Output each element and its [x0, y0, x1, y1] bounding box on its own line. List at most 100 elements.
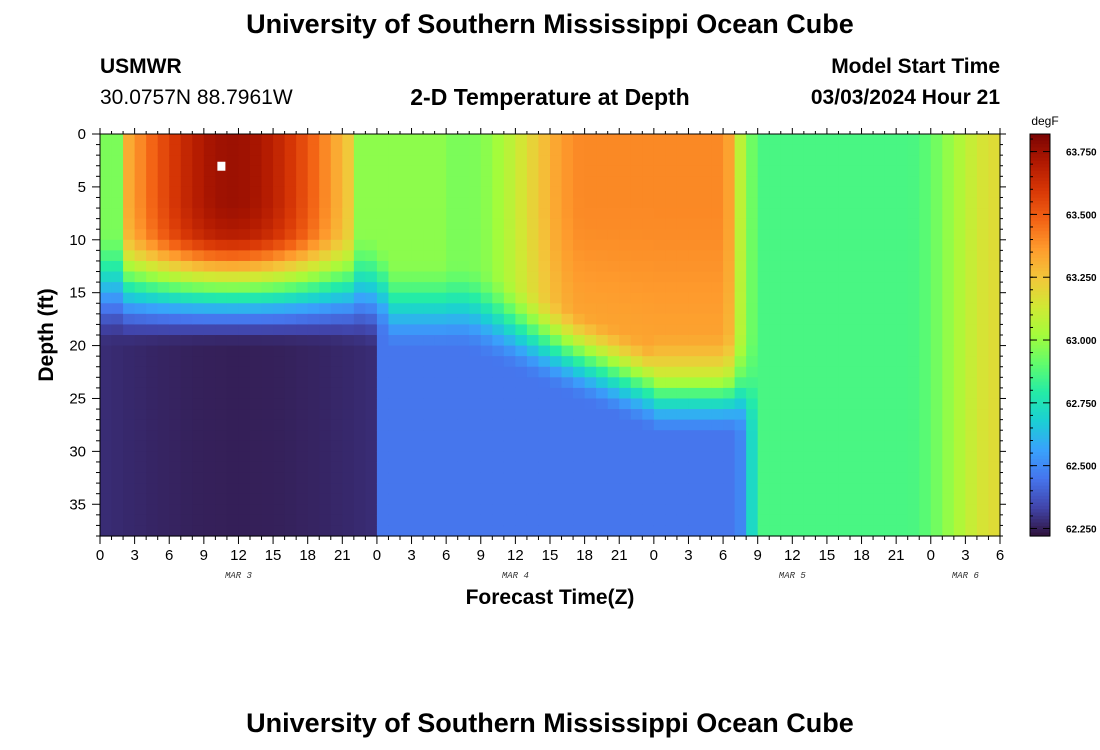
- heatmap-cell: [388, 292, 401, 304]
- station-id: USMWR: [100, 55, 182, 78]
- heatmap-cell: [769, 324, 782, 336]
- heatmap-cell: [353, 525, 366, 537]
- heatmap-cell: [192, 493, 205, 505]
- heatmap-cell: [400, 493, 413, 505]
- heatmap-cell: [192, 282, 205, 294]
- heatmap-cell: [238, 472, 251, 484]
- heatmap-cell: [792, 239, 805, 251]
- heatmap-cell: [203, 144, 216, 156]
- heatmap-cell: [503, 144, 516, 156]
- heatmap-cell: [319, 493, 332, 505]
- heatmap-cell: [919, 324, 932, 336]
- heatmap-cell: [192, 514, 205, 527]
- heatmap-cell: [376, 461, 390, 474]
- heatmap-cell: [584, 218, 597, 230]
- heatmap-cell: [780, 483, 793, 495]
- heatmap-cell: [226, 419, 240, 431]
- heatmap-cell: [596, 155, 609, 167]
- heatmap-cell: [630, 155, 643, 167]
- heatmap-cell: [123, 356, 136, 368]
- heatmap-cell: [561, 324, 574, 336]
- heatmap-cell: [723, 218, 736, 230]
- heatmap-cell: [515, 345, 528, 357]
- heatmap-cell: [769, 461, 782, 474]
- heatmap-cell: [469, 271, 482, 283]
- heatmap-cell: [203, 419, 216, 431]
- heatmap-cell: [203, 324, 216, 336]
- heatmap-cell: [642, 186, 655, 199]
- heatmap-cell: [261, 250, 274, 262]
- heatmap-cell: [907, 271, 920, 283]
- heatmap-cell: [284, 324, 297, 336]
- heatmap-cell: [873, 377, 886, 389]
- heatmap-cell: [573, 271, 586, 283]
- heatmap-cell: [423, 208, 436, 220]
- heatmap-cell: [261, 186, 274, 199]
- heatmap-cell: [757, 271, 770, 283]
- heatmap-cell: [561, 525, 574, 537]
- heatmap-cell: [480, 208, 493, 220]
- colorbar-segment: [1030, 348, 1050, 353]
- heatmap-cell: [250, 409, 263, 421]
- heatmap-cell: [861, 165, 874, 177]
- heatmap-cell: [365, 472, 378, 484]
- heatmap-cell: [134, 366, 147, 378]
- heatmap-cell: [111, 387, 124, 400]
- heatmap-cell: [942, 218, 955, 230]
- heatmap-cell: [896, 239, 909, 251]
- heatmap-cell: [469, 303, 482, 315]
- heatmap-cell: [803, 176, 816, 188]
- heatmap-cell: [630, 292, 643, 304]
- heatmap-cell: [826, 239, 840, 251]
- heatmap-cell: [296, 356, 309, 368]
- heatmap-cell: [423, 430, 436, 442]
- heatmap-cell: [826, 197, 840, 209]
- heatmap-cell: [238, 409, 251, 421]
- heatmap-cell: [111, 504, 124, 516]
- heatmap-cell: [192, 197, 205, 209]
- heatmap-cell: [411, 155, 424, 167]
- heatmap-cell: [157, 409, 170, 421]
- colorbar-segment: [1030, 475, 1050, 480]
- heatmap-cell: [180, 324, 193, 336]
- heatmap-cell: [342, 514, 355, 527]
- heatmap-cell: [469, 239, 482, 251]
- heatmap-cell: [446, 186, 459, 199]
- heatmap-cell: [769, 208, 782, 220]
- heatmap-cell: [838, 144, 851, 156]
- heatmap-cell: [826, 250, 840, 262]
- heatmap-cell: [330, 144, 343, 156]
- heatmap-cell: [423, 356, 436, 368]
- heatmap-cell: [976, 419, 990, 431]
- heatmap-cell: [838, 229, 851, 241]
- heatmap-cell: [803, 229, 816, 241]
- heatmap-cell: [376, 366, 390, 378]
- heatmap-cell: [169, 419, 182, 431]
- heatmap-cell: [203, 461, 216, 474]
- heatmap-cell: [146, 250, 159, 262]
- heatmap-cell: [838, 461, 851, 474]
- heatmap-cell: [492, 176, 505, 188]
- heatmap-cell: [965, 451, 978, 463]
- heatmap-cell: [238, 144, 251, 156]
- heatmap-cell: [746, 493, 759, 505]
- heatmap-cell: [238, 165, 251, 177]
- heatmap-cell: [584, 356, 597, 368]
- heatmap-cell: [480, 419, 493, 431]
- heatmap-cell: [423, 229, 436, 241]
- heatmap-cell: [630, 176, 643, 188]
- heatmap-cell: [700, 461, 713, 474]
- heatmap-cell: [676, 409, 690, 421]
- heatmap-cell: [757, 335, 770, 347]
- heatmap-cell: [503, 250, 516, 262]
- heatmap-cell: [457, 250, 470, 262]
- heatmap-cell: [757, 260, 770, 273]
- heatmap-cell: [676, 504, 690, 516]
- heatmap-cell: [250, 218, 263, 230]
- heatmap-cell: [711, 229, 724, 241]
- heatmap-cell: [250, 250, 263, 262]
- heatmap-cell: [792, 356, 805, 368]
- heatmap-cell: [538, 483, 551, 495]
- heatmap-cell: [423, 165, 436, 177]
- heatmap-cell: [480, 134, 493, 146]
